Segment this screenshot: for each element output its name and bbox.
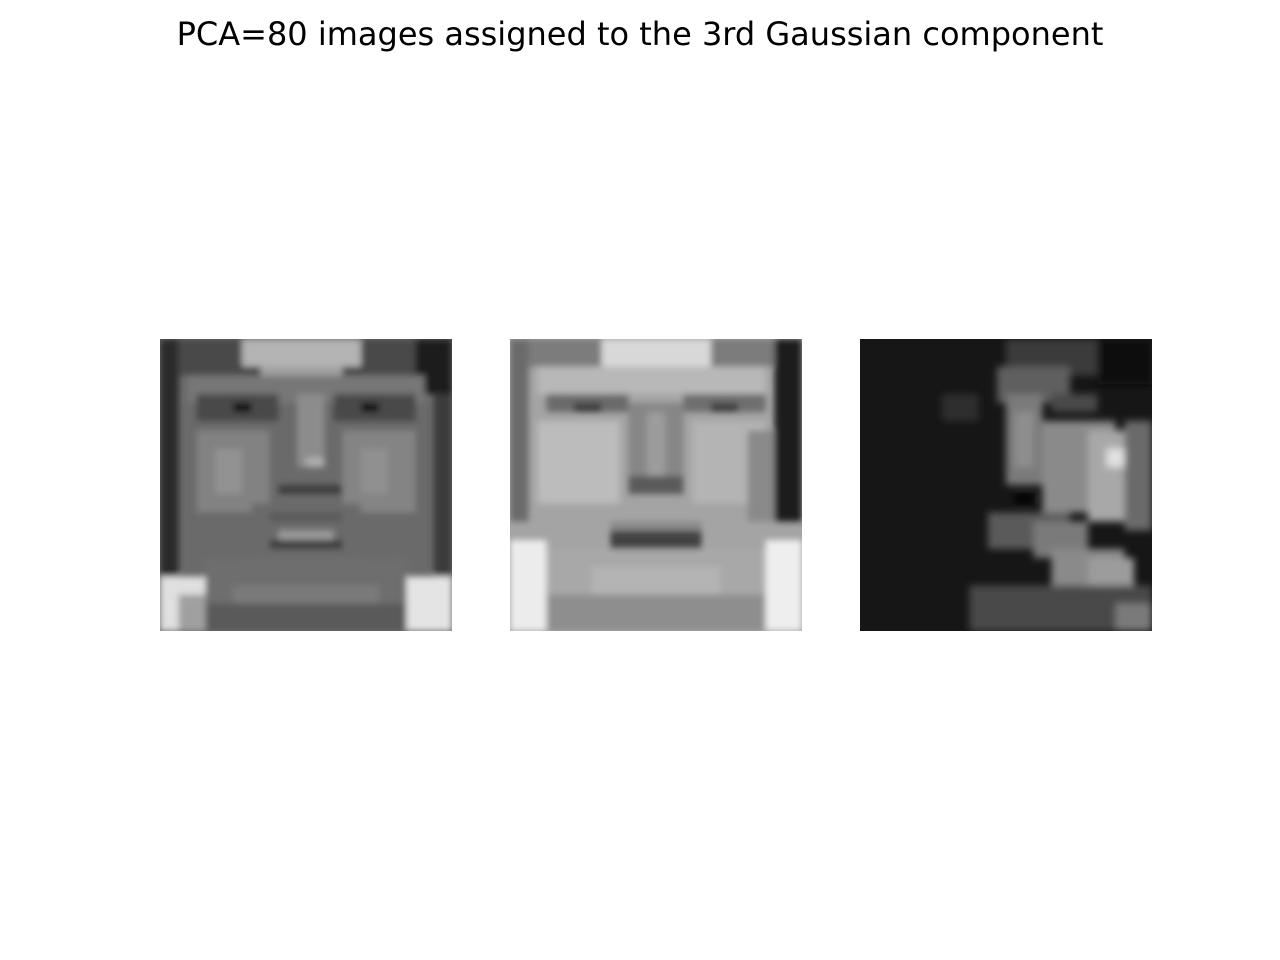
face-image-2 xyxy=(510,339,802,631)
face-image-3 xyxy=(860,339,1152,631)
face-image-1 xyxy=(160,339,452,631)
figure-title: PCA=80 images assigned to the 3rd Gaussi… xyxy=(176,15,1104,53)
